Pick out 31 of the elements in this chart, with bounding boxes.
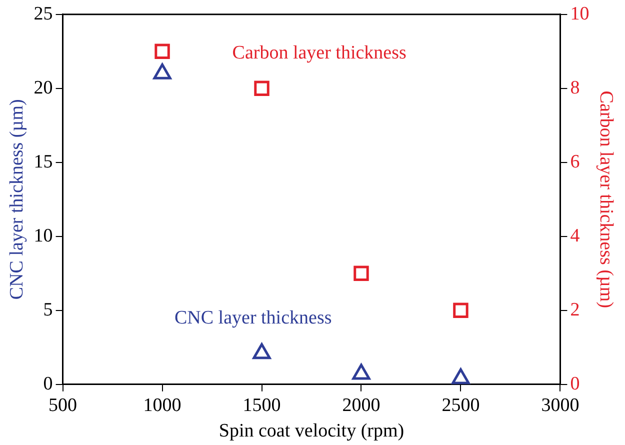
x-axis-title: Spin coat velocity (rpm): [218, 420, 404, 442]
x-tick-label: 2000: [342, 394, 380, 416]
series-label: Carbon layer thickness: [232, 42, 406, 64]
y-axis-title: CNC layer thickness (µm): [6, 99, 28, 300]
x-tick-label: 3000: [541, 394, 580, 416]
point: [453, 302, 468, 318]
y-tick-label: 0: [43, 373, 53, 394]
y2-tick-label: 8: [570, 77, 580, 98]
y-tick-label: 5: [43, 299, 53, 320]
y2-tick-label: 2: [570, 299, 580, 320]
y2-tick-label: 4: [570, 225, 580, 246]
x-tick-label: 500: [48, 394, 78, 416]
x-tick-label: 1500: [242, 394, 281, 416]
y2-tick-label: 6: [570, 151, 580, 172]
x-tick-label: 1000: [143, 394, 182, 416]
y-tick-label: 25: [34, 3, 53, 24]
point: [154, 44, 170, 60]
y2-tick-label: 10: [570, 3, 590, 24]
point: [252, 343, 271, 360]
point: [153, 63, 172, 80]
x-tick-label: 2500: [442, 394, 480, 416]
y-tick-label: 15: [34, 151, 53, 172]
point: [354, 266, 369, 282]
y2-axis-title: Carbon layer thickness (µm): [596, 90, 617, 308]
series-label: CNC layer thickness: [174, 307, 332, 328]
y-tick-label: 20: [34, 77, 53, 98]
point: [352, 364, 370, 380]
y-tick-label: 10: [34, 225, 53, 246]
point: [254, 80, 270, 96]
y2-tick-label: 0: [570, 373, 580, 394]
point: [452, 368, 470, 384]
